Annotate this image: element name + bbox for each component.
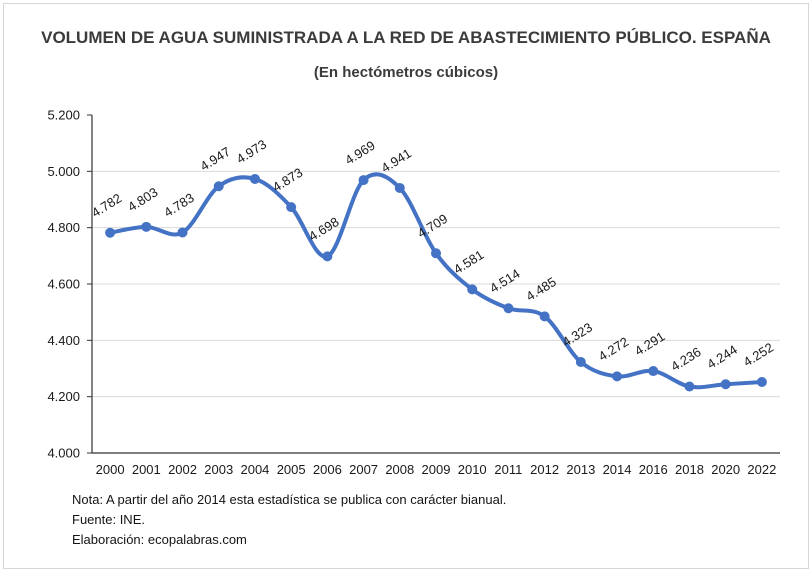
data-point — [358, 175, 369, 186]
x-tick-label: 2010 — [458, 462, 487, 477]
x-tick-label: 2018 — [675, 462, 704, 477]
x-tick-label: 2003 — [204, 462, 233, 477]
y-tick-label: 4.800 — [47, 220, 80, 235]
x-tick-label: 2000 — [96, 462, 125, 477]
note-source: Fuente: INE. — [72, 512, 145, 527]
data-point — [539, 311, 550, 322]
data-point — [756, 377, 767, 388]
data-point — [177, 227, 188, 238]
x-tick-label: 2002 — [168, 462, 197, 477]
data-label: 4.514 — [487, 266, 523, 296]
x-tick-label: 2022 — [747, 462, 776, 477]
data-point — [213, 181, 224, 192]
data-label: 4.272 — [596, 334, 632, 364]
chart-subtitle: (En hectómetros cúbicos) — [313, 64, 499, 81]
data-point — [322, 251, 333, 262]
y-tick-label: 5.200 — [47, 108, 80, 123]
data-point — [394, 182, 405, 193]
data-label: 4.581 — [451, 247, 487, 277]
data-point — [684, 381, 695, 392]
data-label: 4.244 — [704, 342, 740, 372]
x-tick-label: 2007 — [349, 462, 378, 477]
x-tick-label: 2020 — [711, 462, 740, 477]
x-tick-label: 2001 — [132, 462, 161, 477]
y-tick-label: 4.600 — [47, 277, 80, 292]
data-label: 4.709 — [415, 211, 451, 241]
x-tick-label: 2008 — [385, 462, 414, 477]
data-point — [141, 221, 152, 232]
chart-title: VOLUMEN DE AGUA SUMINISTRADA A LA RED DE… — [41, 28, 771, 47]
series-line — [108, 172, 764, 390]
x-tick-label: 2013 — [566, 462, 595, 477]
data-point — [105, 227, 116, 238]
x-tick-label: 2009 — [422, 462, 451, 477]
data-point — [720, 379, 731, 390]
data-point — [503, 303, 514, 314]
note-text: Nota: A partir del año 2014 esta estadís… — [72, 492, 507, 507]
y-tick-label: 4.200 — [47, 389, 80, 404]
data-label: 4.873 — [270, 165, 306, 195]
data-label: 4.947 — [197, 144, 233, 174]
data-label: 4.291 — [632, 329, 668, 359]
data-point — [648, 366, 659, 377]
data-point — [612, 371, 623, 382]
x-tick-label: 2004 — [240, 462, 269, 477]
data-label: 4.783 — [161, 190, 197, 220]
data-label: 4.698 — [306, 214, 342, 244]
chart-notes: Nota: A partir del año 2014 esta estadís… — [72, 490, 506, 550]
data-point — [575, 357, 586, 368]
x-tick-label: 2014 — [603, 462, 632, 477]
data-point — [249, 173, 260, 184]
data-point — [286, 202, 297, 213]
x-tick-label: 2016 — [639, 462, 668, 477]
y-tick-label: 5.000 — [47, 164, 80, 179]
note-elaboration: Elaboración: ecopalabras.com — [72, 532, 247, 547]
data-point — [431, 248, 441, 259]
data-label: 4.236 — [668, 344, 704, 374]
data-label: 4.969 — [342, 138, 378, 168]
x-tick-label: 2005 — [277, 462, 306, 477]
y-tick-label: 4.400 — [47, 333, 80, 348]
data-label: 4.782 — [89, 190, 125, 220]
data-label: 4.803 — [125, 184, 161, 214]
data-label: 4.973 — [234, 137, 270, 167]
x-tick-label: 2006 — [313, 462, 342, 477]
chart-figure: VOLUMEN DE AGUA SUMINISTRADA A LA RED DE… — [3, 3, 809, 569]
x-tick-label: 2012 — [530, 462, 559, 477]
data-label: 4.485 — [523, 274, 559, 304]
y-tick-label: 4.000 — [47, 446, 80, 461]
data-label: 4.252 — [741, 340, 777, 370]
data-point — [467, 284, 478, 295]
data-label: 4.323 — [559, 320, 595, 350]
x-tick-label: 2011 — [494, 462, 522, 477]
